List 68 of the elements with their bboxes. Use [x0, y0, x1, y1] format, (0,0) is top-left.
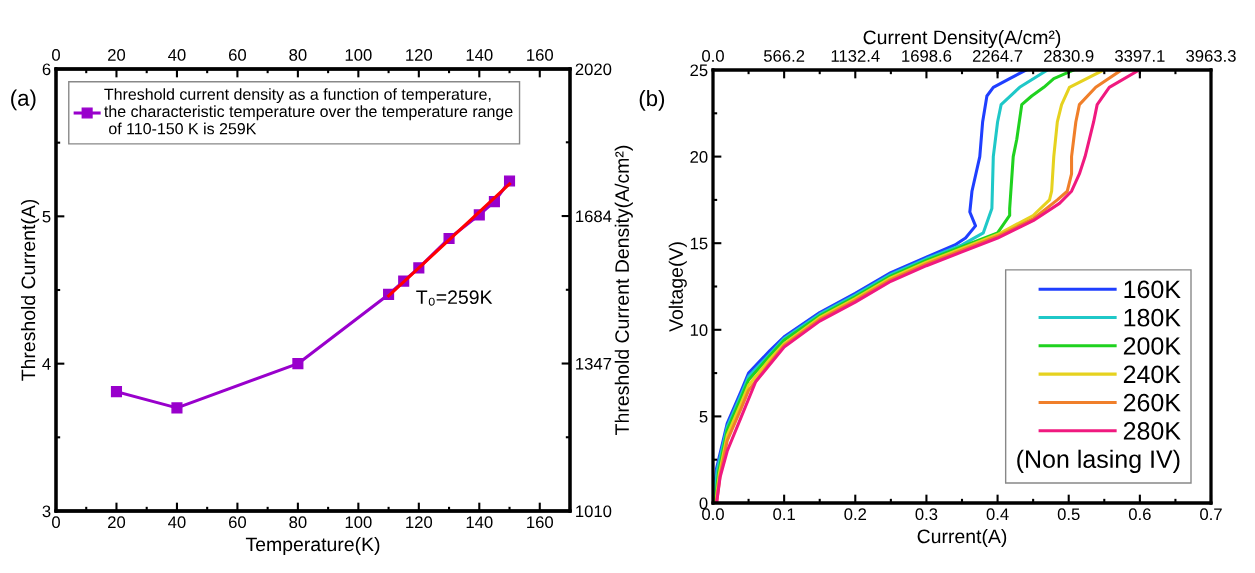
- text: (b): [639, 89, 665, 111]
- x2-tick-label: 2830.9: [1044, 50, 1094, 62]
- y-tick-label: 25: [690, 64, 708, 77]
- x2-tick-label: 20: [108, 49, 126, 61]
- legend-label: 180K: [1124, 308, 1181, 327]
- y-tick-label: 15: [690, 237, 708, 250]
- legend-label: 200K: [1123, 337, 1181, 355]
- y-tick-label: 5: [699, 410, 708, 423]
- x-tick-label: 0.4: [986, 508, 1009, 521]
- x-tick-label: 40: [168, 516, 186, 529]
- x2-tick-label: 40: [168, 49, 186, 61]
- x2-tick-label: 3397.1: [1115, 50, 1165, 62]
- x2-tick-label: 100: [345, 49, 372, 61]
- y-axis-title: Threshold Current(A): [20, 199, 40, 381]
- y2-tick-label: 1684: [576, 210, 612, 223]
- x2-tick-label: 160: [527, 49, 554, 61]
- y-tick-label: 5: [42, 210, 51, 223]
- y2-axis-title: Threshold Current Density(A/cm²): [614, 145, 633, 435]
- point: [110, 386, 123, 398]
- x-tick-label: 0: [52, 516, 60, 529]
- x-tick-label: 140: [466, 516, 493, 529]
- y2-tick-label: 1010: [576, 505, 612, 518]
- x-tick-label: 20: [108, 516, 126, 529]
- legend-label: 260K: [1123, 393, 1181, 412]
- x-tick-label: 100: [345, 516, 372, 529]
- y-tick-label: 0: [699, 497, 708, 510]
- text: (a): [11, 89, 36, 111]
- x2-tick-label: 60: [228, 49, 247, 61]
- x2-tick-label: 120: [406, 49, 433, 61]
- x2-tick-label: 0: [52, 49, 60, 61]
- legend-label: 160K: [1124, 280, 1181, 299]
- y-tick-label: 3: [42, 505, 51, 518]
- x-tick-label: 0.7: [1200, 508, 1222, 521]
- x-axis-title: Temperature(K): [245, 536, 380, 556]
- legend-label: 240K: [1123, 365, 1181, 384]
- x2-tick-label: 2264.7: [972, 50, 1023, 62]
- annotation: T₀=259K: [416, 290, 493, 306]
- y2-tick-label: 1347: [576, 357, 612, 370]
- x2-tick-label: 566.2: [763, 50, 805, 62]
- x-tick-label: 120: [406, 516, 433, 529]
- x-tick-label: 160: [527, 516, 554, 529]
- x-axis-title: Current(A): [917, 528, 1007, 548]
- x-tick-label: 0.0: [702, 508, 724, 521]
- point: [171, 402, 183, 414]
- y-tick-label: 10: [690, 324, 708, 336]
- x2-tick-label: 1132.4: [831, 50, 880, 62]
- y-tick-label: 6: [42, 63, 51, 76]
- y2-tick-label: 2020: [575, 63, 612, 76]
- x-tick-label: 80: [289, 516, 307, 529]
- x2-tick-label: 80: [289, 49, 307, 61]
- point: [292, 358, 304, 370]
- legend-title: (Non lasing IV): [1017, 449, 1180, 473]
- x2-tick-label: 0.0: [702, 50, 724, 62]
- x-tick-label: 0.5: [1057, 508, 1080, 521]
- legend-label: Threshold current density as a function of temperature, the characteristic temperature over the temperature range of 110-150 K is 259K: [104, 88, 513, 135]
- legend-label: 280K: [1123, 422, 1181, 440]
- x-tick-label: 0.1: [773, 508, 795, 521]
- x2-tick-label: 140: [466, 49, 493, 61]
- x-tick-label: 60: [228, 516, 247, 529]
- x-tick-label: 0.3: [915, 508, 938, 521]
- y-tick-label: 20: [690, 151, 708, 163]
- x-tick-label: 0.6: [1128, 508, 1151, 521]
- x2-tick-label: 1698.6: [902, 50, 952, 62]
- x2-axis-title: Current Density(A/cm²): [863, 29, 1061, 49]
- x2-tick-label: 3963.3: [1186, 50, 1236, 62]
- y-axis-title: Voltage(V): [668, 242, 687, 332]
- y-tick-label: 4: [42, 358, 51, 370]
- x-tick-label: 0.2: [844, 508, 867, 521]
